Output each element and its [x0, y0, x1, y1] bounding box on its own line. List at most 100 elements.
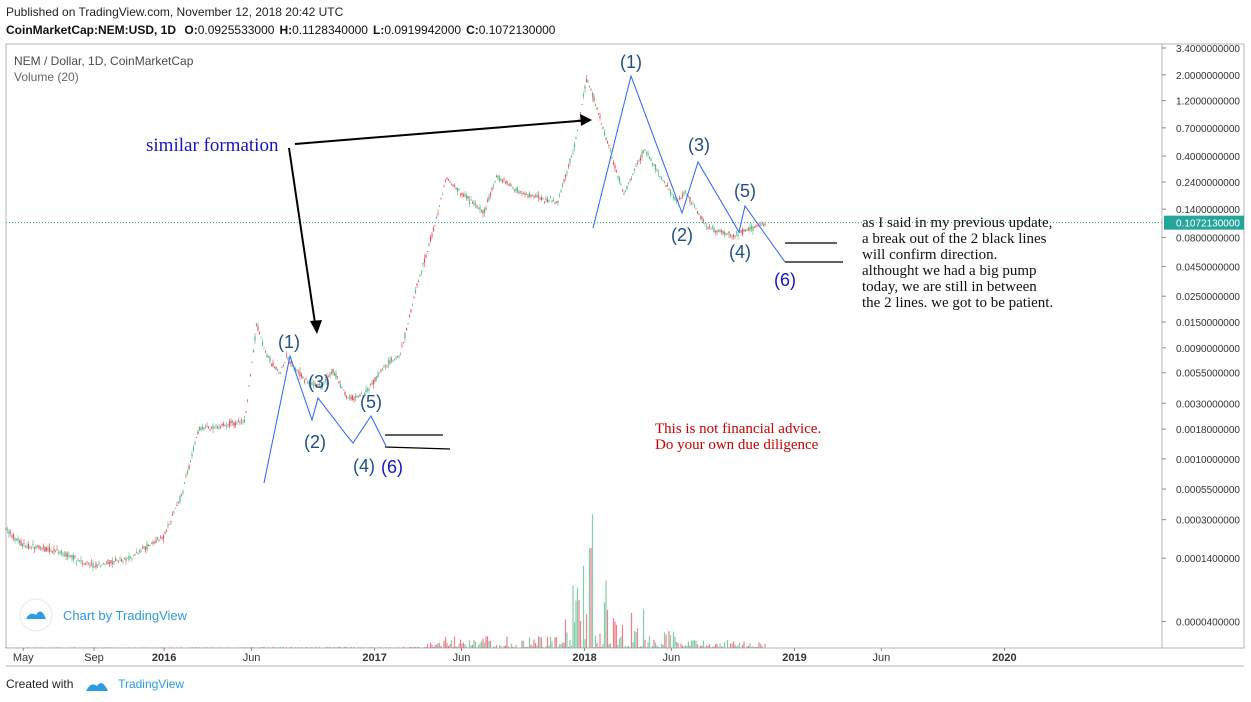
volume-bar — [540, 637, 543, 648]
candle-body — [446, 177, 448, 179]
candle-body — [143, 546, 145, 548]
candle-body — [215, 425, 217, 427]
candle-body — [240, 420, 243, 421]
candle-body — [219, 426, 222, 428]
x-tick-label: Jun — [663, 652, 681, 664]
candle-body — [306, 382, 309, 383]
candle-body — [113, 561, 115, 562]
volume-bar — [227, 647, 229, 648]
candle-body — [696, 210, 699, 214]
candle-body — [717, 229, 720, 232]
candle-body — [194, 442, 196, 444]
volume-bar — [753, 647, 756, 648]
footer: Created with TradingView — [6, 677, 184, 692]
volume-bar — [632, 642, 634, 648]
candle-body — [263, 348, 265, 349]
volume-bar — [707, 645, 709, 648]
volume-bar — [542, 646, 544, 648]
candle-body — [80, 560, 82, 562]
candle-body — [146, 543, 148, 550]
candle-body — [447, 179, 450, 181]
candle-body — [477, 207, 480, 209]
candle-body — [362, 394, 364, 396]
volume-bar — [674, 636, 676, 648]
candle-body — [701, 216, 703, 220]
candle-body — [294, 367, 297, 372]
volume-bar — [245, 647, 247, 648]
volume-bar — [474, 641, 477, 648]
volume-bar — [198, 647, 201, 648]
tradingview-link[interactable]: TradingView — [118, 677, 185, 691]
volume-bar — [717, 647, 720, 648]
candle-body — [192, 447, 195, 451]
volume-bar — [495, 644, 498, 648]
candle-body — [102, 563, 105, 565]
candle-body — [131, 558, 133, 559]
tradingview-logo-icon — [85, 682, 108, 691]
candle-body — [368, 389, 370, 391]
volume-bar — [752, 646, 754, 648]
candle-body — [339, 384, 342, 388]
candle-body — [255, 323, 258, 326]
volume-bar — [504, 645, 507, 648]
wave-label: (4) — [729, 242, 751, 262]
candle-body — [245, 411, 247, 413]
candle-body — [515, 188, 517, 191]
volume-bar — [494, 646, 496, 648]
candle-body — [410, 309, 412, 312]
candle-body — [47, 548, 49, 551]
candle-body — [675, 200, 678, 202]
volume-bar — [533, 639, 535, 648]
candle-body — [669, 190, 672, 194]
candle-body — [492, 185, 495, 187]
volume-bar — [416, 647, 418, 648]
volume-bar — [180, 647, 183, 648]
update-note-line: will confirm direction. — [862, 247, 997, 263]
candle-body — [468, 200, 471, 204]
volume-bar — [740, 647, 742, 648]
candle-body — [278, 372, 280, 374]
volume-bar — [761, 645, 763, 648]
candle-body — [650, 158, 652, 161]
candle-body — [630, 178, 633, 180]
tradingview-watermark[interactable]: Chart by TradingView — [19, 598, 188, 632]
candle-body — [87, 563, 90, 565]
volume-bar — [297, 647, 300, 648]
candle-body — [465, 195, 468, 199]
volume-bar — [446, 642, 448, 648]
volume-bar — [218, 647, 220, 648]
volume-bar — [576, 587, 579, 648]
candle-body — [44, 546, 46, 552]
candle-body — [135, 552, 138, 553]
volume-bar — [551, 641, 553, 648]
candle-body — [8, 530, 10, 535]
volume-bar — [689, 645, 691, 648]
candle-body — [563, 179, 565, 182]
last-price-label: 0.1072130000 — [1176, 219, 1240, 230]
candle-body — [5, 528, 7, 530]
x-tick-label: 2017 — [362, 652, 386, 664]
candle-body — [762, 224, 765, 226]
candle-body — [461, 193, 463, 195]
y-tick-label: 0.0010000000 — [1176, 455, 1240, 466]
x-tick-label: Jun — [872, 652, 890, 664]
candle-body — [225, 426, 228, 428]
volume-bar — [464, 644, 466, 648]
candle-body — [747, 228, 750, 230]
candle-body — [129, 556, 132, 558]
candle-body — [392, 360, 394, 362]
volume-bar — [546, 636, 549, 648]
volume-bar — [170, 647, 172, 648]
candle-body — [144, 546, 147, 551]
volume-bar — [600, 646, 603, 648]
candle-body — [315, 384, 318, 387]
candle-body — [659, 176, 661, 177]
candle-body — [59, 551, 61, 553]
candle-body — [174, 507, 177, 509]
volume-bar — [141, 647, 144, 648]
candle-body — [395, 357, 397, 359]
volume-bar — [402, 646, 405, 648]
candle-body — [554, 202, 556, 204]
volume-bar — [578, 600, 580, 648]
